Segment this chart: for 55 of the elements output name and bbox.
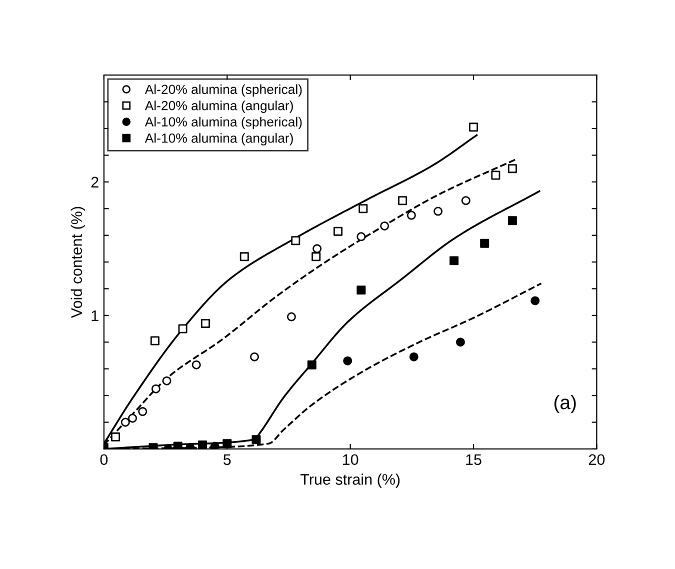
x-tick-label: 5 bbox=[224, 454, 231, 466]
point bbox=[312, 252, 321, 262]
point bbox=[286, 312, 296, 322]
legend-label: Al-20% alumina (spherical) bbox=[144, 84, 302, 97]
point bbox=[138, 407, 148, 416]
point bbox=[406, 210, 416, 220]
point bbox=[343, 356, 352, 366]
point bbox=[128, 414, 138, 423]
annotation: (a) bbox=[554, 395, 576, 414]
point bbox=[252, 435, 261, 444]
point bbox=[307, 360, 316, 370]
point bbox=[434, 206, 443, 216]
point bbox=[240, 252, 249, 262]
point bbox=[480, 238, 490, 248]
x-tick-label: 0 bbox=[100, 454, 108, 466]
point bbox=[380, 221, 390, 230]
point bbox=[200, 318, 210, 328]
legend-label: Al-10% alumina (angular) bbox=[144, 133, 293, 146]
point bbox=[409, 352, 418, 362]
y-tick-label: 2 bbox=[91, 176, 98, 188]
legend-label: Al-10% alumina (spherical) bbox=[144, 116, 302, 130]
point bbox=[151, 384, 160, 394]
point bbox=[173, 442, 182, 449]
point bbox=[178, 324, 188, 334]
point bbox=[198, 440, 207, 449]
point bbox=[150, 336, 160, 346]
x-axis-title: True strain (%) bbox=[300, 474, 400, 488]
point bbox=[530, 296, 540, 306]
point bbox=[111, 432, 120, 442]
point bbox=[250, 352, 259, 362]
point bbox=[356, 286, 366, 295]
y-tick-label: 1 bbox=[92, 310, 98, 321]
point bbox=[192, 360, 201, 370]
point bbox=[356, 232, 366, 242]
point bbox=[398, 196, 408, 206]
legend-label: Al-20% alumina (angular) bbox=[144, 100, 293, 113]
point bbox=[222, 439, 232, 448]
point bbox=[291, 236, 300, 246]
point bbox=[461, 196, 470, 206]
point bbox=[456, 338, 465, 347]
point bbox=[508, 164, 517, 174]
point bbox=[508, 216, 517, 226]
point bbox=[120, 418, 130, 427]
x-tick-label: 15 bbox=[466, 454, 482, 466]
point bbox=[334, 226, 343, 236]
point bbox=[358, 204, 368, 214]
point bbox=[210, 442, 220, 449]
point bbox=[469, 122, 478, 132]
point bbox=[450, 256, 459, 266]
x-tick-label: 20 bbox=[588, 454, 605, 466]
point bbox=[491, 170, 500, 180]
point bbox=[312, 244, 322, 254]
y-axis-title: Void content (%) bbox=[70, 206, 86, 318]
point bbox=[162, 376, 172, 386]
x-tick-label: 10 bbox=[342, 454, 358, 466]
